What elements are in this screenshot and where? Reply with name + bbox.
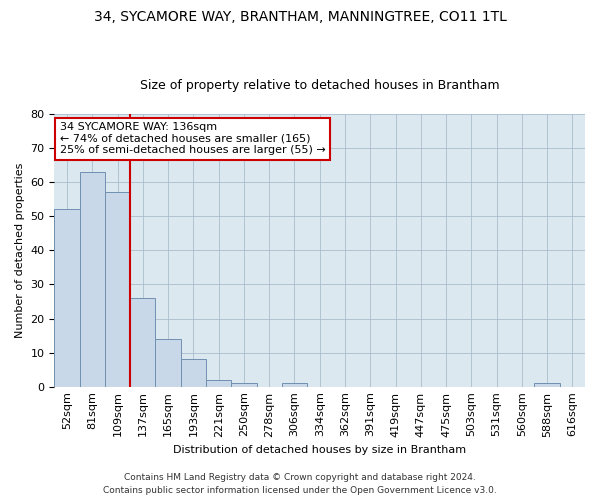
Y-axis label: Number of detached properties: Number of detached properties — [15, 162, 25, 338]
Bar — [535, 384, 560, 386]
Bar — [282, 384, 307, 386]
Bar — [130, 298, 155, 386]
Bar — [155, 339, 181, 386]
Bar — [181, 360, 206, 386]
Text: 34, SYCAMORE WAY, BRANTHAM, MANNINGTREE, CO11 1TL: 34, SYCAMORE WAY, BRANTHAM, MANNINGTREE,… — [94, 10, 506, 24]
Bar — [55, 210, 80, 386]
Bar — [80, 172, 105, 386]
Text: Contains HM Land Registry data © Crown copyright and database right 2024.
Contai: Contains HM Land Registry data © Crown c… — [103, 474, 497, 495]
X-axis label: Distribution of detached houses by size in Brantham: Distribution of detached houses by size … — [173, 445, 466, 455]
Bar — [105, 192, 130, 386]
Title: Size of property relative to detached houses in Brantham: Size of property relative to detached ho… — [140, 79, 500, 92]
Bar — [206, 380, 231, 386]
Bar — [231, 384, 257, 386]
Text: 34 SYCAMORE WAY: 136sqm
← 74% of detached houses are smaller (165)
25% of semi-d: 34 SYCAMORE WAY: 136sqm ← 74% of detache… — [60, 122, 325, 156]
